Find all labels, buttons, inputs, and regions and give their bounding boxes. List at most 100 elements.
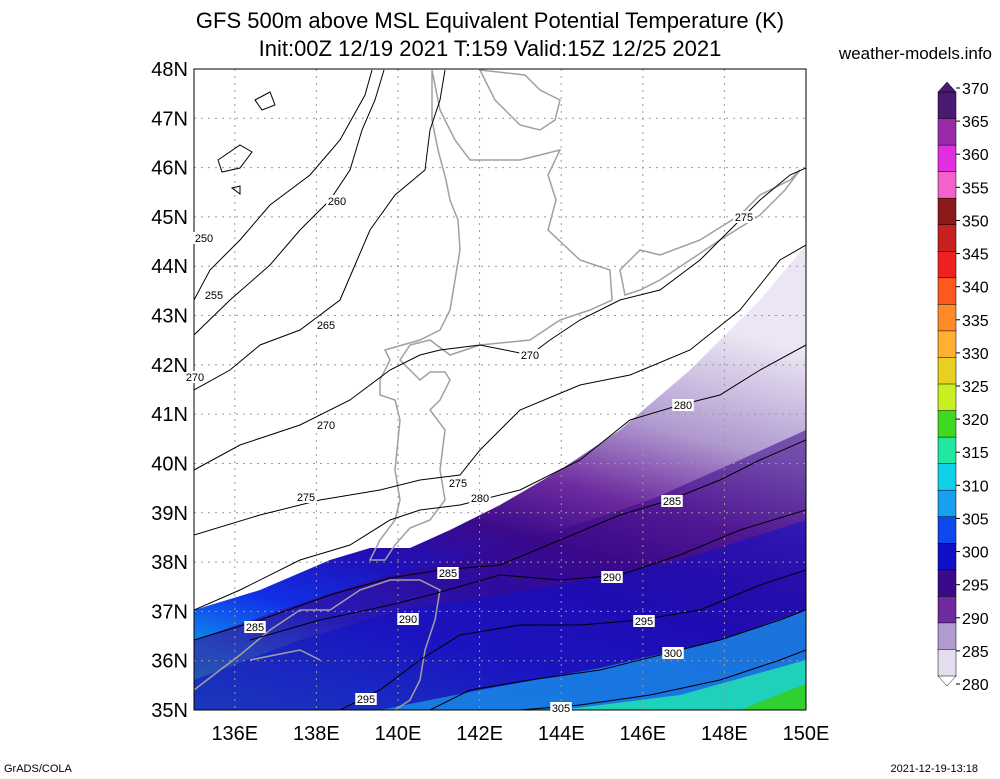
colorbar-swatch [937, 197, 957, 226]
colorbar-top-arrow [937, 81, 957, 93]
contour-labels: 250 255 260 265 270 270 270 275 275 275 280 280 285 2… [184, 195, 755, 715]
contour-label: 260 [328, 196, 346, 208]
colorbar-label: 325 [962, 379, 989, 396]
lat-label: 40N [151, 453, 188, 475]
contour-label: 265 [317, 320, 335, 332]
contour-label: 280 [471, 493, 489, 505]
colorbar-bottom-arrow [937, 675, 957, 687]
coastlines [194, 69, 801, 710]
colorbar-label: 310 [962, 478, 989, 495]
colorbar-label: 300 [962, 545, 989, 562]
colorbar-swatch [937, 596, 957, 624]
colorbar-label: 285 [962, 644, 989, 661]
colorbar-label: 290 [962, 611, 989, 628]
contour-lines [194, 69, 806, 710]
contour-label: 280 [674, 400, 692, 412]
contour-label: 275 [297, 492, 315, 504]
colorbar-swatch [937, 304, 957, 332]
colorbar-labels: 370 365 360 355 350 345 340 335 330 325 320 315 310 3… [956, 81, 989, 694]
contour-label: 270 [317, 420, 335, 432]
colorbar [937, 81, 957, 687]
colorbar-label: 335 [962, 313, 989, 330]
lat-label: 38N [151, 552, 188, 574]
colorbar-label: 370 [962, 81, 989, 98]
colorbar-label: 320 [962, 412, 989, 429]
contour-label: 270 [186, 372, 204, 384]
lat-label: 48N [151, 59, 188, 81]
colorbar-swatch [937, 383, 957, 412]
lon-label: 142E [456, 723, 503, 745]
longitude-labels: 136E 138E 140E 142E 144E 146E 148E 150E [211, 723, 829, 745]
colorbar-label: 355 [962, 180, 989, 197]
lon-label: 136E [211, 723, 258, 745]
contour-label: 305 [552, 703, 570, 715]
contour-label: 285 [439, 568, 457, 580]
colorbar-swatch [937, 171, 957, 199]
colorbar-label: 360 [962, 147, 989, 164]
map-subtitle: Init:00Z 12/19 2021 T:159 Valid:15Z 12/2… [258, 36, 722, 61]
colorbar-label: 315 [962, 445, 989, 462]
contour-label: 295 [357, 694, 375, 706]
lat-label: 47N [151, 108, 188, 130]
colorbar-swatch [937, 144, 957, 173]
colorbar-swatch [937, 251, 957, 279]
colorbar-swatch [937, 489, 957, 518]
colorbar-swatch [937, 357, 957, 385]
contour-label: 270 [521, 350, 539, 362]
colorbar-label: 330 [962, 346, 989, 363]
lat-label: 36N [151, 651, 188, 673]
colorbar-swatch [937, 224, 957, 253]
colorbar-swatch [937, 91, 957, 120]
shading-layer [194, 69, 806, 710]
site-credit[interactable]: weather-models.info [838, 44, 992, 63]
contour-label: 255 [205, 290, 223, 302]
grid-lines [194, 69, 806, 710]
colorbar-label: 365 [962, 114, 989, 131]
contour-label: 275 [449, 478, 467, 490]
lat-label: 45N [151, 207, 188, 229]
lon-label: 140E [375, 723, 422, 745]
map-frame [193, 68, 807, 711]
colorbar-swatch [937, 330, 957, 359]
lon-label: 148E [701, 723, 748, 745]
lon-label: 150E [783, 723, 830, 745]
colorbar-swatch [937, 410, 957, 438]
contour-label: 295 [635, 616, 653, 628]
lat-label: 41N [151, 404, 188, 426]
footer-timestamp: 2021-12-19-13:18 [890, 763, 978, 775]
lat-label: 42N [151, 355, 188, 377]
lon-label: 146E [619, 723, 666, 745]
lat-label: 39N [151, 503, 188, 525]
colorbar-swatch [937, 463, 957, 491]
lat-label: 37N [151, 601, 188, 623]
lat-label: 44N [151, 256, 188, 278]
contour-label: 250 [195, 233, 213, 245]
contour-label: 275 [735, 212, 753, 224]
contour-label: 290 [603, 572, 621, 584]
colorbar-swatch [937, 436, 957, 465]
contour-label: 290 [399, 614, 417, 626]
lon-label: 144E [538, 723, 585, 745]
footer-software: GrADS/COLA [4, 763, 72, 775]
lon-label: 138E [293, 723, 340, 745]
colorbar-label: 305 [962, 511, 989, 528]
colorbar-swatch [937, 569, 957, 598]
contour-label: 285 [246, 622, 264, 634]
colorbar-label: 340 [962, 280, 989, 297]
colorbar-label: 280 [962, 677, 989, 694]
colorbar-swatch [937, 649, 957, 677]
lat-label: 35N [151, 700, 188, 722]
colorbar-label: 350 [962, 213, 989, 230]
colorbar-label: 295 [962, 578, 989, 595]
contour-label: 300 [664, 648, 682, 660]
colorbar-swatch [937, 277, 957, 306]
colorbar-swatch [937, 516, 957, 545]
colorbar-swatch [937, 622, 957, 651]
map-title: GFS 500m above MSL Equivalent Potential … [195, 8, 785, 33]
colorbar-swatch [937, 543, 957, 571]
colorbar-label: 345 [962, 247, 989, 264]
contour-label: 285 [663, 496, 681, 508]
colorbar-swatch [937, 118, 957, 146]
lat-label: 46N [151, 158, 188, 180]
